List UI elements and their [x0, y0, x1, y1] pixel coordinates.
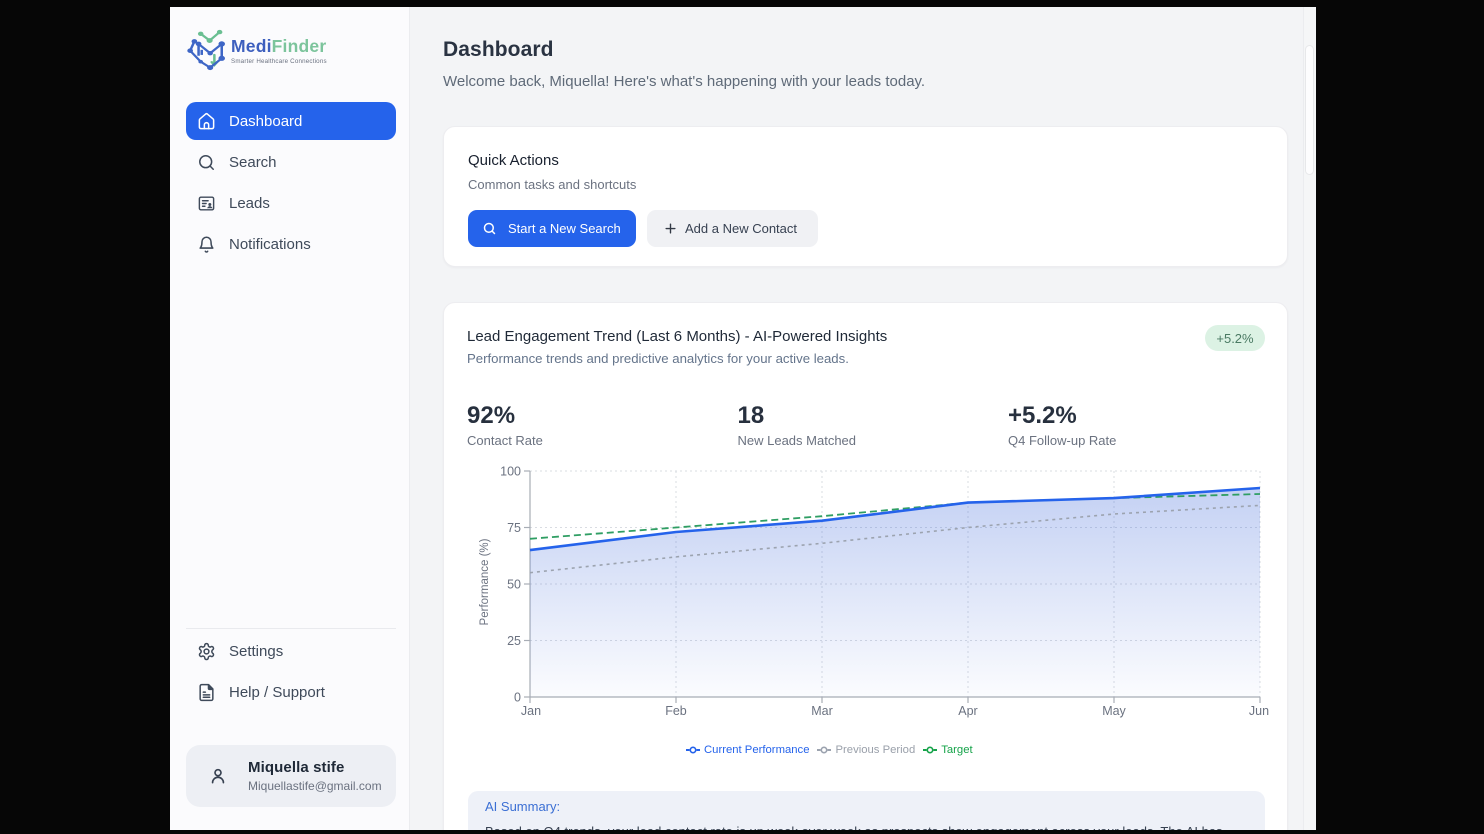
svg-text:100: 100 [500, 464, 521, 478]
svg-text:25: 25 [507, 634, 521, 648]
svg-text:Jun: Jun [1249, 704, 1269, 718]
svg-text:50: 50 [507, 577, 521, 591]
svg-text:Feb: Feb [665, 704, 687, 718]
svg-text:Performance (%): Performance (%) [479, 538, 491, 625]
svg-text:Mar: Mar [811, 704, 833, 718]
svg-text:Jan: Jan [521, 704, 541, 718]
svg-text:0: 0 [514, 690, 521, 704]
svg-text:Apr: Apr [958, 704, 977, 718]
svg-text:May: May [1102, 704, 1126, 718]
svg-text:75: 75 [507, 521, 521, 535]
